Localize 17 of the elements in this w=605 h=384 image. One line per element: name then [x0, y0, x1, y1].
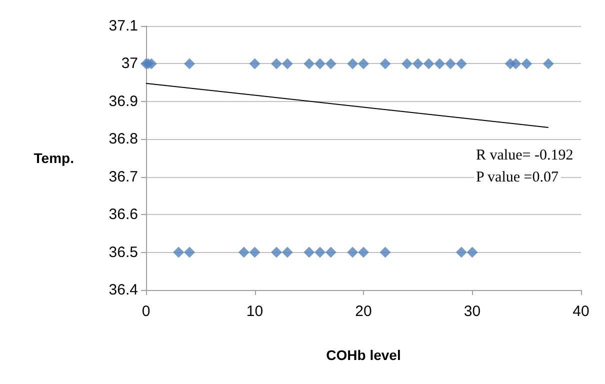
y-axis-title: Temp. — [34, 150, 74, 166]
x-axis-title: COHb level — [326, 347, 401, 363]
y-tick-label: 36.6 — [108, 206, 138, 224]
annotation: R value= -0.192 — [476, 148, 574, 164]
x-tick-label: 30 — [464, 303, 481, 320]
y-tick-label: 36.9 — [108, 92, 138, 110]
y-tick-label: 36.5 — [108, 244, 138, 261]
y-tick-label: 37.1 — [108, 18, 138, 34]
y-tick-label: 36.7 — [108, 168, 138, 186]
x-tick-label: 40 — [572, 303, 590, 320]
x-tick-label: 10 — [246, 303, 264, 320]
annotation: P value =0.07 — [476, 170, 559, 186]
y-tick-label: 37 — [121, 55, 138, 72]
x-tick-label: 0 — [142, 303, 150, 320]
y-tick-label: 36.4 — [108, 282, 138, 298]
y-tick-label: 36.8 — [108, 130, 138, 148]
x-tick-label: 20 — [355, 303, 372, 320]
